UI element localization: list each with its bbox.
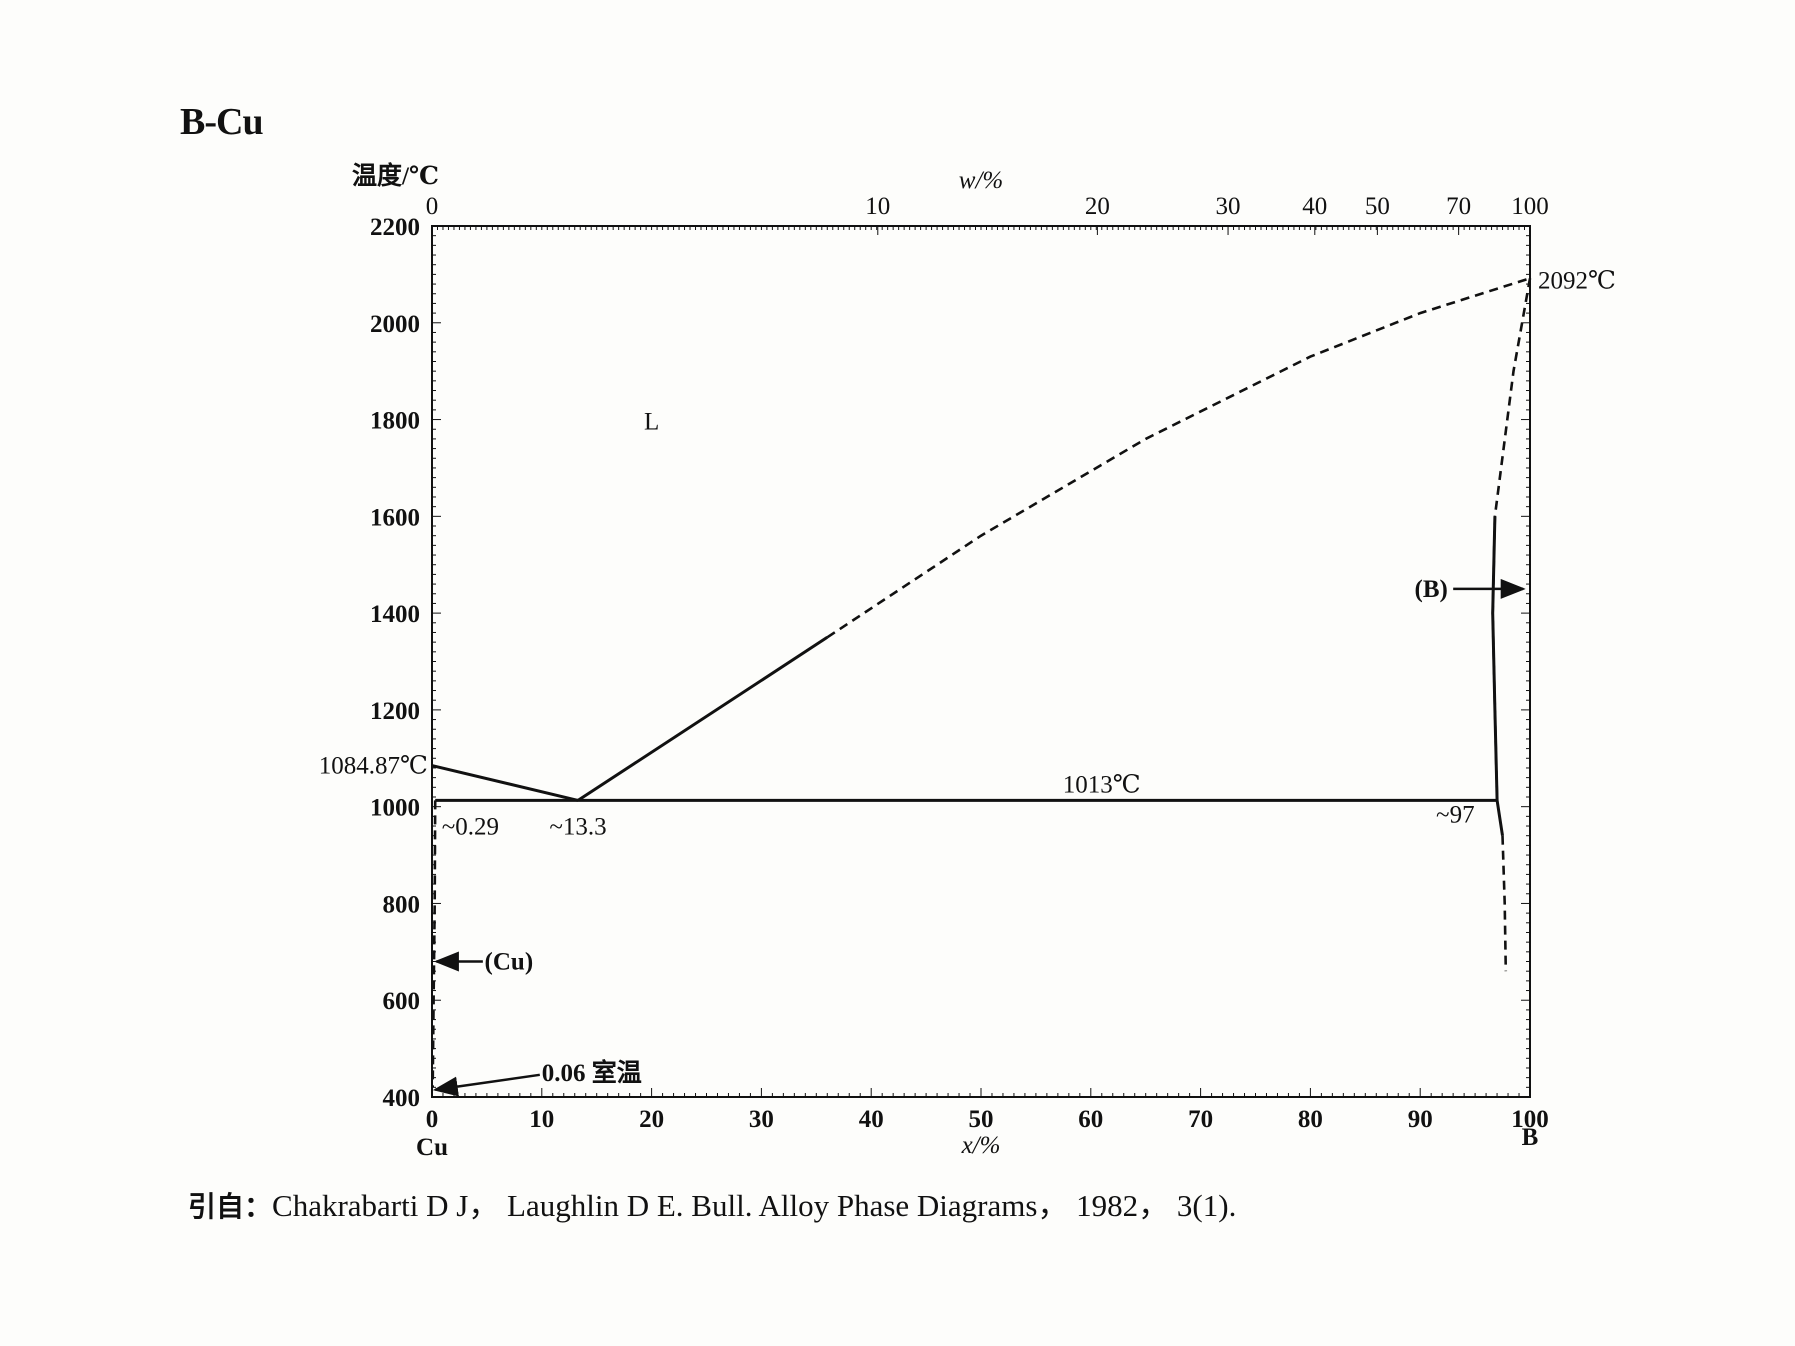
phase-boundary-line [431,800,437,1088]
citation-label: 引自： [188,1190,273,1223]
y-tick-label: 600 [383,988,421,1015]
diagram-title: B-Cu [180,101,264,143]
x-tick-label: 50 [969,1106,994,1133]
annotation-label: L [644,409,659,436]
phase-boundary-line [826,277,1531,639]
y-tick-label: 800 [383,891,421,918]
annotation-label: (B) [1415,576,1448,603]
x-tick-label: 80 [1298,1106,1323,1133]
y-tick-label: 2200 [370,214,420,241]
annotations: 2092℃ L (B) 1084.87℃ 1013℃ ~0.29 ~13.3 ~97 (Cu) 0… [319,267,1616,1087]
x-tick-label: 100 [1511,1106,1549,1133]
phase-boundary-line [577,636,829,802]
top-x-tick-label: 0 [426,193,439,220]
phase-boundary-line [1491,516,1504,836]
y-axis-label: 温度/℃ [352,161,439,190]
y-tick-label: 2000 [370,311,420,338]
phase-boundary-line [1501,835,1508,972]
citation-text: Chakrabarti D J， Laughlin D E. Bull. All… [272,1188,1237,1223]
room-temp-arrow [432,1073,540,1097]
y-tick-label: 1200 [370,698,420,725]
left-element-label: Cu [416,1134,448,1161]
chart-frame [431,225,1531,1098]
x-tick-label: 0 [426,1106,439,1133]
annotation-label: (Cu) [485,949,534,976]
top-x-tick-label: 10 [865,193,890,220]
annotation-label: ~13.3 [549,814,606,841]
x-tick-label: 40 [859,1106,884,1133]
y-tick-label: 1400 [370,601,420,628]
x-axis-label: x/% [961,1132,1001,1159]
annotation-label: ~97 [1436,801,1475,828]
top-x-tick-label: 50 [1365,193,1390,220]
x-tick-label: 70 [1188,1106,1213,1133]
axis-labels: 温度/℃ x/% w/% Cu B [352,161,1538,1161]
annotation-arrows [432,578,1526,1097]
top-x-tick-label: 30 [1216,193,1241,220]
annotation-label: ~0.29 [442,814,499,841]
phase-boundary-line [431,764,579,802]
y-tick-label: 1800 [370,408,420,435]
top-x-tick-label: 40 [1302,193,1327,220]
citation: 引自：Chakrabarti D J， Laughlin D E. Bull. … [188,1180,1236,1225]
y-tick-label: 1600 [370,504,420,531]
annotation-label: 1084.87℃ [319,753,428,780]
x-tick-label: 60 [1078,1106,1103,1133]
y-tick-label: 400 [383,1085,421,1112]
plot-border [431,225,1531,1098]
x-tick-label: 10 [529,1106,554,1133]
right-element-label: B [1522,1124,1539,1151]
annotation-label: 2092℃ [1538,267,1616,294]
top-x-tick-label: 20 [1085,193,1110,220]
annotation-label: 1013℃ [1063,771,1141,798]
top-x-tick-label: 100 [1511,193,1549,220]
top-x-tick-label: 70 [1446,193,1471,220]
x-tick-label: 30 [749,1106,774,1133]
x-tick-label: 20 [639,1106,664,1133]
y-tick-label: 1000 [370,795,420,822]
phase-boundaries [431,277,1532,1088]
top-x-axis-label: w/% [959,167,1003,194]
annotation-label: 0.06 室温 [542,1058,642,1087]
x-tick-label: 90 [1408,1106,1433,1133]
phase-boundary-line [1491,278,1532,801]
